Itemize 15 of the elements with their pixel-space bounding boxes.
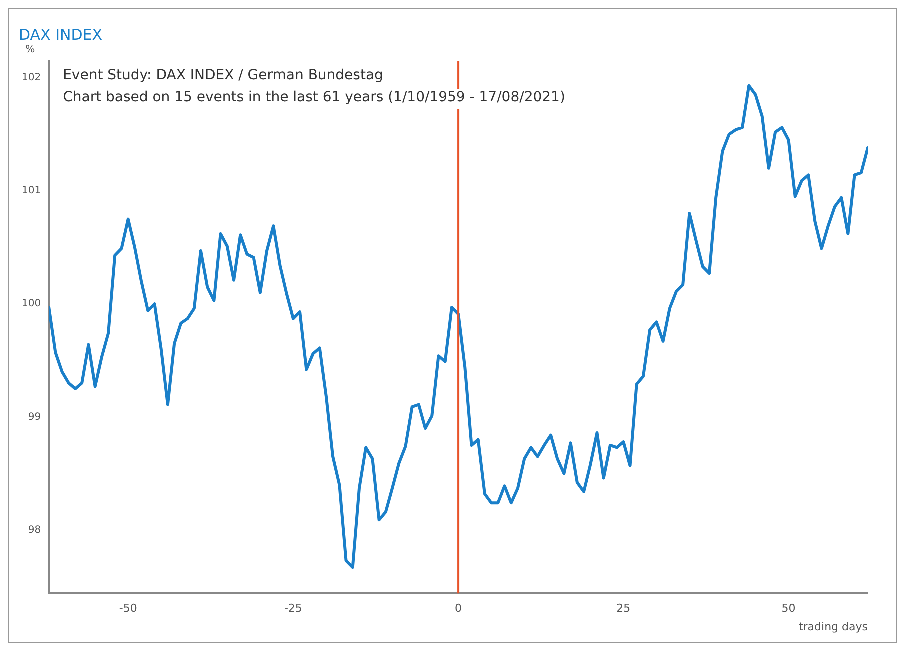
x-tick-label: 50 [782, 602, 796, 616]
y-tick-label: 98 [28, 524, 42, 536]
x-axis-title: trading days [798, 620, 868, 634]
y-tick-label: 99 [28, 412, 42, 423]
y-axis-title: % [26, 44, 36, 56]
x-tick-label: -50 [119, 602, 138, 616]
y-tick-label: 101 [22, 186, 42, 197]
x-tick-label: 0 [455, 602, 462, 616]
x-tick-label: 25 [616, 602, 631, 616]
annotation: Event Study: DAX INDEX / German Bundestag [63, 68, 384, 84]
chart-title: DAX INDEX [19, 26, 103, 44]
y-tick-label: 100 [22, 298, 42, 310]
y-tick-label: 102 [22, 72, 42, 84]
annotation: Chart based on 15 events in the last 61 years (1/10/1959 - 17/08/2021) [63, 90, 566, 106]
x-tick-label: -25 [284, 602, 302, 616]
